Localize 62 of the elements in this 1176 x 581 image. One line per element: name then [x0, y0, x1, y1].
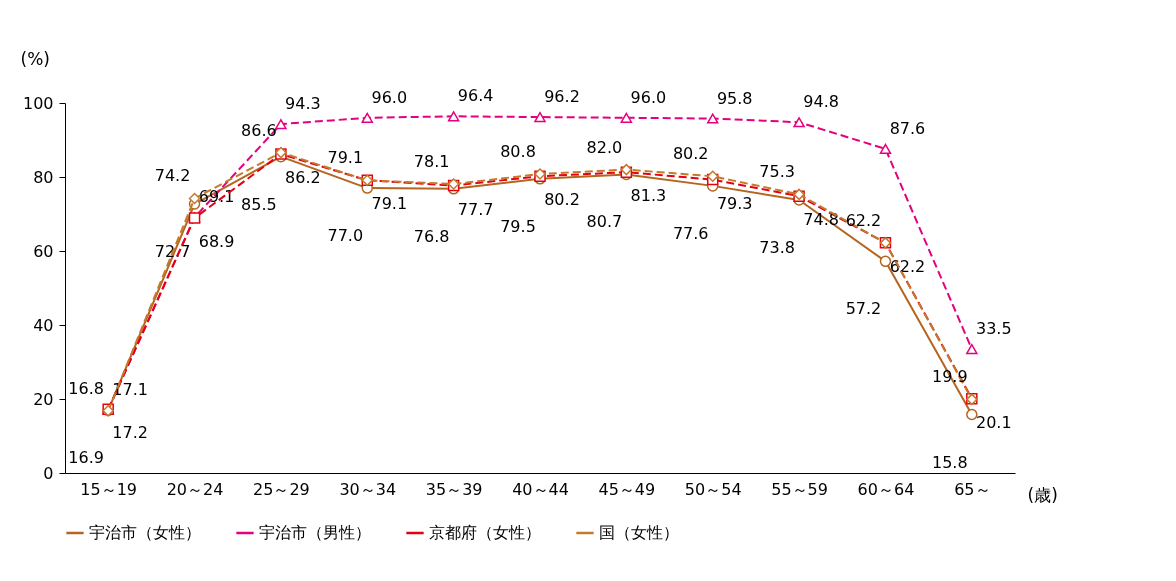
data-label: 77.0: [327, 226, 364, 246]
data-label: 75.3: [759, 162, 795, 182]
y-tick-label: 40: [33, 315, 54, 335]
data-label: 80.8: [500, 142, 536, 162]
data-label: 86.2: [285, 168, 321, 188]
x-tick-label: 50～54: [684, 479, 742, 499]
x-tick-label: 55～59: [771, 479, 828, 499]
data-label: 94.3: [285, 94, 321, 114]
data-label: 96.0: [371, 87, 408, 107]
data-label: 73.8: [759, 237, 795, 257]
data-label: 81.3: [630, 186, 667, 206]
x-tick-label: 40～44: [512, 479, 569, 499]
y-tick-label: 0: [43, 463, 54, 483]
x-tick-label: 15～19: [80, 479, 138, 499]
data-label: 33.5: [976, 319, 1012, 339]
data-label: 79.1: [371, 194, 408, 214]
data-label: 96.4: [457, 86, 494, 106]
x-tick-label: 60～64: [857, 479, 915, 499]
data-label: 96.0: [630, 87, 667, 107]
data-label: 57.2: [845, 299, 882, 319]
x-tick-label: 35～39: [425, 479, 483, 499]
data-label: 16.8: [68, 378, 104, 398]
data-label: 86.6: [241, 120, 277, 140]
data-label: 85.5: [241, 194, 277, 214]
x-tick-label: 20～24: [166, 479, 224, 499]
y-axis-title: (%): [20, 48, 50, 69]
data-label: 15.8: [932, 452, 968, 472]
data-label: 76.8: [413, 226, 450, 246]
data-label: 94.8: [803, 92, 839, 112]
data-label: 80.2: [672, 144, 709, 164]
data-label: 77.6: [672, 223, 709, 243]
x-tick-label: 30～34: [339, 479, 397, 499]
legend-label: 京都府（女性）: [429, 523, 541, 542]
legend-label: 宇治市（男性）: [259, 523, 371, 542]
y-tick-label: 80: [33, 167, 54, 187]
x-axis-title: (歳): [1027, 484, 1058, 505]
legend-label: 宇治市（女性）: [89, 523, 201, 542]
data-label: 62.2: [889, 256, 926, 276]
data-label: 77.7: [457, 199, 494, 219]
data-label: 74.2: [154, 166, 191, 186]
data-label: 68.9: [198, 232, 235, 252]
x-tick-label: 45～49: [598, 479, 656, 499]
data-label: 62.2: [845, 210, 882, 230]
x-tick-label: 65～: [954, 479, 991, 499]
data-label: 80.7: [586, 212, 623, 232]
y-tick-label: 20: [33, 389, 54, 409]
legend-label: 国（女性）: [599, 523, 679, 542]
x-tick-label: 25～29: [253, 479, 310, 499]
data-label: 87.6: [889, 118, 926, 138]
data-label: 17.2: [112, 423, 148, 443]
data-label: 80.2: [544, 190, 580, 210]
y-tick-label: 60: [33, 241, 54, 261]
y-tick-label: 100: [22, 93, 54, 113]
data-label: 16.9: [68, 448, 104, 468]
data-label: 82.0: [586, 137, 623, 157]
data-label: 20.1: [976, 412, 1012, 432]
data-label: 79.1: [327, 148, 364, 168]
data-label: 79.5: [500, 216, 536, 236]
data-label: 95.8: [716, 88, 753, 108]
data-label: 79.3: [716, 193, 753, 213]
data-label: 96.2: [544, 87, 580, 107]
data-label: 78.1: [413, 152, 450, 172]
